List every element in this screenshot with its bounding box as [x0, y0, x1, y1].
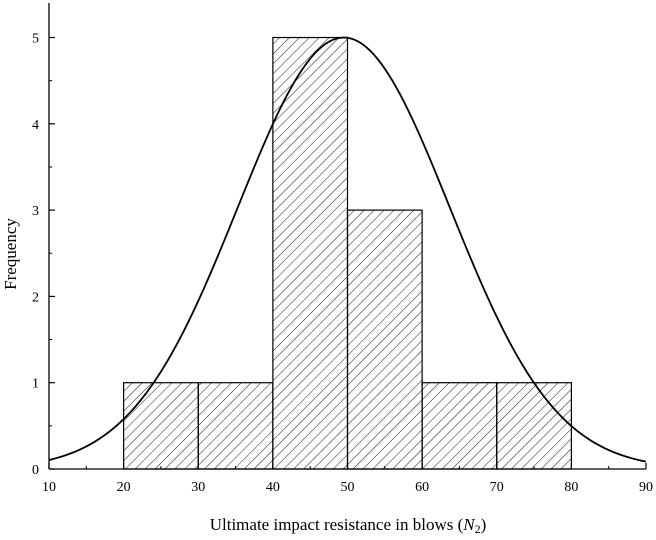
- histogram-bar: [197, 382, 274, 470]
- x-tick-label: 80: [564, 480, 578, 495]
- y-tick-label: 2: [32, 290, 39, 305]
- x-axis-label-subscript: 2: [475, 522, 481, 536]
- x-tick-label: 20: [117, 480, 131, 495]
- x-tick-label: 50: [341, 480, 355, 495]
- ticks-layer: 10 20 30 40 50 60 70 80 90 0 1 2 3 4 5: [32, 32, 653, 495]
- x-axis-label-close: ): [481, 515, 487, 534]
- y-tick-label: 4: [32, 118, 39, 133]
- histogram-bar: [272, 36, 349, 470]
- histogram-bar: [346, 209, 423, 470]
- x-axis-label-symbol: N: [462, 515, 476, 534]
- y-axis-label: Frequency: [1, 218, 20, 290]
- x-tick-label: 90: [639, 480, 653, 495]
- y-tick-label: 0: [32, 463, 39, 478]
- histogram-bar: [123, 382, 199, 470]
- histogram-bar: [496, 382, 572, 470]
- normal-fit-curve: [48, 36, 647, 463]
- y-tick-label: 1: [32, 377, 39, 392]
- x-tick-label: 60: [415, 480, 429, 495]
- histogram-bar: [421, 382, 498, 470]
- y-tick-label: 3: [32, 204, 39, 219]
- x-axis-label: Ultimate impact resistance in blows (N2): [210, 515, 487, 536]
- x-tick-label: 70: [490, 480, 504, 495]
- x-tick-label: 10: [42, 480, 56, 495]
- x-tick-label: 30: [191, 480, 205, 495]
- x-tick-label: 40: [266, 480, 280, 495]
- y-tick-label: 5: [32, 32, 39, 47]
- x-axis-label-text: Ultimate impact resistance in blows (: [210, 515, 464, 534]
- bars-layer: [123, 36, 572, 470]
